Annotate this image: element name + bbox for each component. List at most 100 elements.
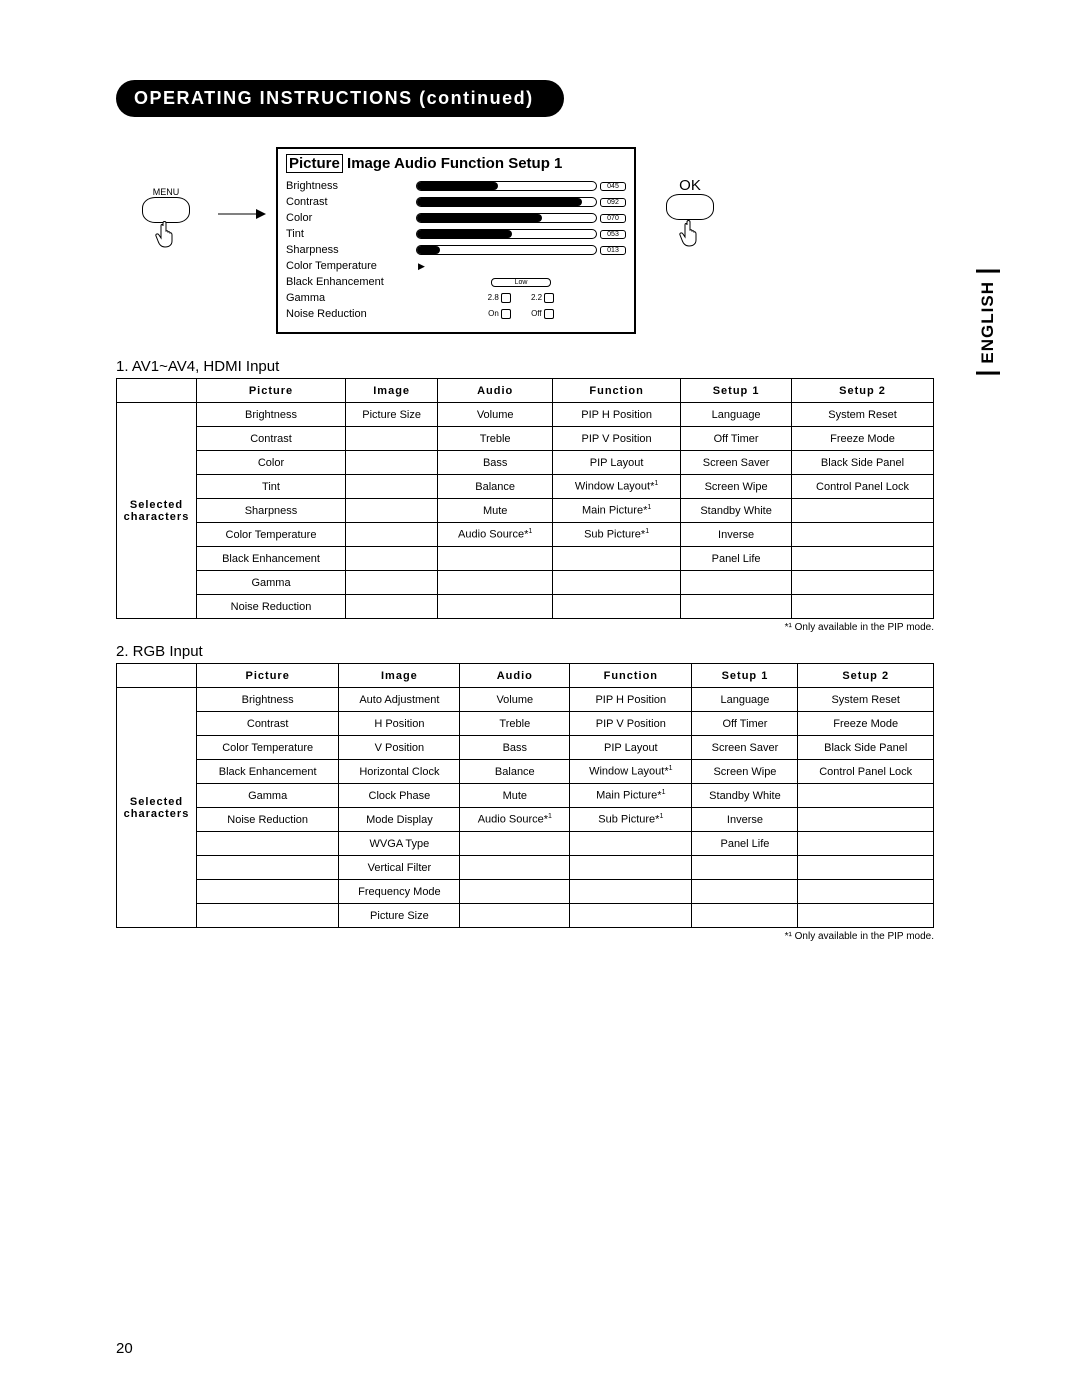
table-cell: PIP V Position (570, 712, 692, 736)
slider-label: Sharpness (286, 244, 416, 256)
table-cell: Balance (460, 760, 570, 784)
table-cell: Volume (438, 403, 553, 427)
table-cell (681, 595, 792, 619)
table-cell (792, 523, 934, 547)
table-cell: Mute (438, 499, 553, 523)
hand-icon (151, 221, 181, 249)
slider-track (416, 245, 597, 255)
osd-tab: Audio (394, 155, 437, 172)
table-cell: Standby White (681, 499, 792, 523)
menu-label: MENU (116, 187, 216, 197)
table-cell (798, 904, 934, 928)
table-cell: PIP H Position (570, 688, 692, 712)
remote-button-icon (666, 194, 714, 220)
black-enh-label: Black Enhancement (286, 276, 416, 288)
table-cell: Freeze Mode (798, 712, 934, 736)
osd-slider-row: Brightness 045 (286, 178, 626, 194)
table-cell: Volume (460, 688, 570, 712)
table-cell: Inverse (692, 808, 798, 832)
slider: 013 (416, 245, 626, 255)
table-cell: Color (197, 451, 346, 475)
slider-label: Brightness (286, 180, 416, 192)
table-cell: PIP V Position (553, 427, 681, 451)
table-cell (346, 427, 438, 451)
table-cell: Brightness (197, 688, 339, 712)
table-cell (553, 571, 681, 595)
slider: 045 (416, 181, 626, 191)
table-cell (798, 808, 934, 832)
table-cell: Color Temperature (197, 523, 346, 547)
language-tab: ENGLISH (976, 270, 1000, 375)
ok-label: OK (666, 177, 714, 194)
table-cell (460, 856, 570, 880)
slider-fill (417, 230, 512, 238)
osd-slider-row: Contrast 092 (286, 194, 626, 210)
table-cell (346, 547, 438, 571)
menu-button-illustration: MENU (116, 187, 216, 249)
slider-fill (417, 182, 498, 190)
slider-fill (417, 246, 440, 254)
table-cell (798, 832, 934, 856)
gamma-opt-1: 2.2 (531, 293, 542, 302)
table-cell: V Position (339, 736, 460, 760)
table-header: Function (553, 379, 681, 403)
table-header: Setup 1 (681, 379, 792, 403)
table-cell: Contrast (197, 427, 346, 451)
table-cell (692, 904, 798, 928)
table-cell: System Reset (798, 688, 934, 712)
slider-fill (417, 198, 582, 206)
table-cell (438, 547, 553, 571)
osd-slider-row: Tint 053 (286, 226, 626, 242)
table-cell (460, 880, 570, 904)
table-cell: Picture Size (339, 904, 460, 928)
table-cell (792, 499, 934, 523)
table-cell: Treble (460, 712, 570, 736)
hand-icon (675, 220, 705, 248)
table-cell (197, 832, 339, 856)
table-cell (798, 880, 934, 904)
table-corner (117, 379, 197, 403)
table-cell (197, 904, 339, 928)
table-cell: Balance (438, 475, 553, 499)
table-cell: Mute (460, 784, 570, 808)
table-cell: Language (681, 403, 792, 427)
osd-slider-row: Sharpness 013 (286, 242, 626, 258)
slider: 070 (416, 213, 626, 223)
table-av-input: PictureImageAudioFunctionSetup 1Setup 2S… (116, 378, 934, 619)
table-cell (570, 880, 692, 904)
table-cell (346, 451, 438, 475)
table-cell (346, 595, 438, 619)
table-header: Picture (197, 379, 346, 403)
osd-tab: Image (347, 155, 390, 172)
osd-slider-row: Color 070 (286, 210, 626, 226)
slider-track (416, 213, 597, 223)
slider: 053 (416, 229, 626, 239)
page-header: OPERATING INSTRUCTIONS (continued) (116, 80, 564, 117)
table-cell (346, 571, 438, 595)
table-cell: Standby White (692, 784, 798, 808)
table-cell: Bass (460, 736, 570, 760)
slider: 092 (416, 197, 626, 207)
table-cell: Window Layout*1 (553, 475, 681, 499)
table-cell (570, 856, 692, 880)
table-cell: Mode Display (339, 808, 460, 832)
table-cell: Black Side Panel (798, 736, 934, 760)
color-temp-label: Color Temperature (286, 260, 416, 272)
table-corner (117, 664, 197, 688)
table-cell (438, 595, 553, 619)
osd-tabs: Picture Image Audio Function Setup 1 (286, 155, 626, 172)
table-cell: Screen Wipe (681, 475, 792, 499)
table-cell: Screen Saver (692, 736, 798, 760)
gamma-row: Gamma 2.8 2.2 (286, 290, 626, 306)
table-rgb-input: PictureImageAudioFunctionSetup 1Setup 2S… (116, 663, 934, 928)
table-cell (692, 880, 798, 904)
table-cell: Main Picture*1 (553, 499, 681, 523)
table-cell: PIP Layout (553, 451, 681, 475)
table-cell: Black Enhancement (197, 760, 339, 784)
slider-value: 045 (600, 182, 626, 191)
slider-track (416, 229, 597, 239)
table-cell: System Reset (792, 403, 934, 427)
table-cell (460, 904, 570, 928)
color-temp-row: Color Temperature ▶ (286, 258, 626, 274)
table-cell: Off Timer (681, 427, 792, 451)
